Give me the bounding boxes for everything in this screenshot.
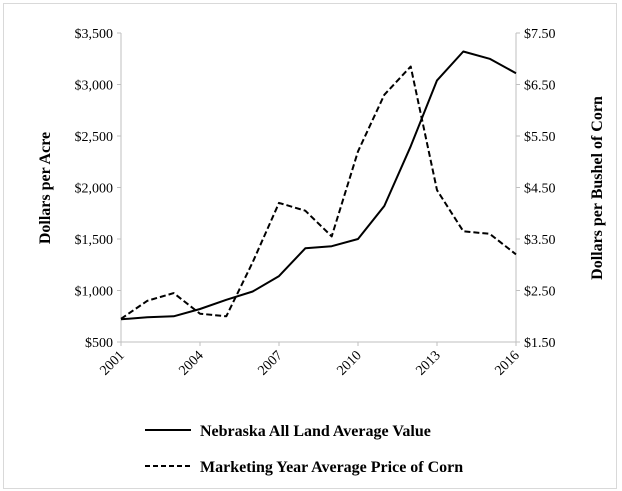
series-layer [120,50,517,321]
left-tick-label: $1,500 [75,233,114,248]
chart-frame [3,3,617,489]
x-tick-label: 2013 [413,348,443,378]
left-tick-label: $3,500 [75,27,114,42]
right-tick-label: $5.50 [524,130,556,145]
left-tick-label: $3,000 [75,79,114,94]
left-tick-labels: $500 $1,000 $1,500 $2,000 $2,500 $3,000 $3,500 [75,27,121,351]
x-tick-label: 2007 [255,348,285,378]
x-tick-label: 2004 [176,348,206,378]
right-tick-label: $1.50 [524,336,556,351]
series-line-land-value [120,50,517,321]
right-tick-label: $3.50 [524,233,556,248]
right-tick-label: $6.50 [524,79,556,94]
legend: Nebraska All Land Average Value Marketin… [145,423,463,476]
left-tick-label: $1,000 [75,285,114,300]
x-tick-label: 2016 [492,348,522,378]
legend-label-corn-price: Marketing Year Average Price of Corn [200,459,463,476]
legend-item-land-value: Nebraska All Land Average Value [145,423,431,440]
left-tick-label: $2,000 [75,182,114,197]
axes-group [120,33,517,343]
left-tick-label: $2,500 [75,130,114,145]
x-tick-label: 2010 [334,348,364,378]
right-tick-label: $4.50 [524,182,556,197]
legend-label-land-value: Nebraska All Land Average Value [200,423,431,440]
right-tick-label: $7.50 [524,27,556,42]
right-tick-labels: $1.50 $2.50 $3.50 $4.50 $5.50 $6.50 $7.50 [516,27,556,351]
x-tick-label: 2001 [97,348,127,378]
right-tick-label: $2.50 [524,285,556,300]
legend-item-corn-price: Marketing Year Average Price of Corn [145,459,463,476]
series-line-corn-price [120,65,517,320]
left-axis-title: Dollars per Acre [37,132,54,244]
right-axis-title: Dollars per Bushel of Corn [589,96,606,280]
x-tick-labels: 2001 2004 2007 2010 2013 2016 [97,342,523,379]
left-tick-label: $500 [85,336,113,351]
